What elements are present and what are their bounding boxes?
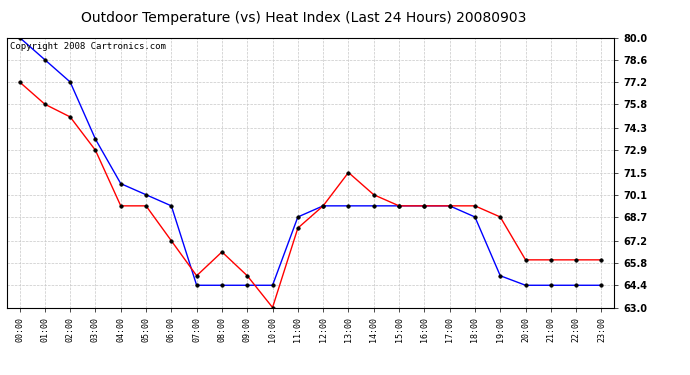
Text: Copyright 2008 Cartronics.com: Copyright 2008 Cartronics.com — [10, 42, 166, 51]
Text: Outdoor Temperature (vs) Heat Index (Last 24 Hours) 20080903: Outdoor Temperature (vs) Heat Index (Las… — [81, 11, 526, 25]
